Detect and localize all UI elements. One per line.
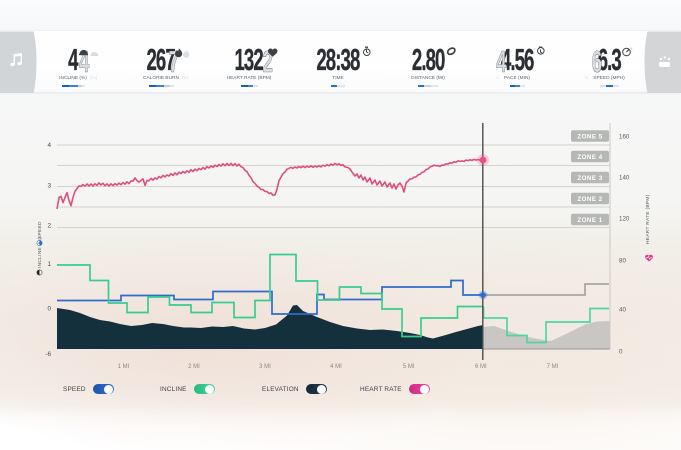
svg-text:0: 0: [619, 349, 623, 356]
svg-text:3 MI: 3 MI: [259, 364, 271, 370]
svg-text:6 MI: 6 MI: [475, 364, 487, 370]
svg-text:2 MI: 2 MI: [188, 364, 200, 370]
svg-text:ZONE 4: ZONE 4: [577, 154, 602, 161]
svg-text:1: 1: [47, 261, 51, 268]
svg-text:ZONE 1: ZONE 1: [577, 217, 602, 224]
svg-text:80: 80: [619, 258, 626, 265]
svg-text:160: 160: [619, 134, 630, 141]
svg-text:5 MI: 5 MI: [403, 364, 415, 370]
svg-text:7 MI: 7 MI: [547, 364, 559, 370]
svg-text:4: 4: [47, 142, 51, 149]
svg-text:-6: -6: [45, 351, 51, 358]
svg-text:HEART RATE (BPM): HEART RATE (BPM): [645, 194, 651, 244]
svg-text:ZONE 2: ZONE 2: [577, 196, 602, 203]
svg-text:ZONE 3: ZONE 3: [577, 175, 602, 182]
svg-text:SPEED: SPEED: [37, 221, 43, 239]
svg-text:2: 2: [47, 223, 51, 230]
svg-text:ZONE 5: ZONE 5: [577, 133, 602, 140]
svg-text:140: 140: [619, 175, 630, 182]
svg-text:4 MI: 4 MI: [330, 364, 342, 370]
svg-text:0: 0: [47, 305, 51, 312]
svg-text:40: 40: [619, 307, 626, 314]
svg-text:3: 3: [47, 183, 51, 190]
svg-text:INCLINE (%): INCLINE (%): [37, 237, 43, 268]
svg-text:1 MI: 1 MI: [118, 364, 130, 370]
svg-text:120: 120: [619, 216, 630, 223]
